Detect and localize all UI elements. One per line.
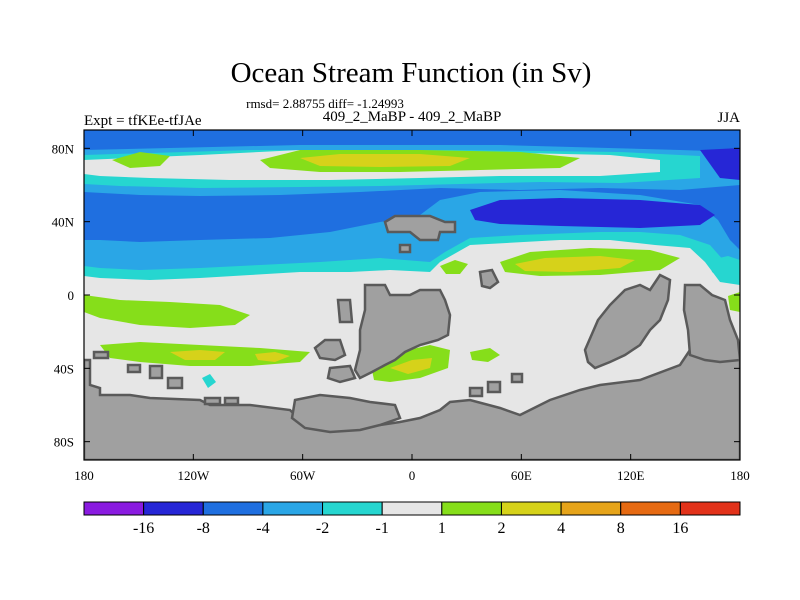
land-small-5	[148, 364, 164, 380]
contour-darkblue-east	[700, 148, 740, 180]
colorbar-swatch	[83, 501, 145, 516]
colorbar-swatch	[441, 501, 502, 516]
land-north-africa-ext	[313, 338, 347, 362]
colorbar-swatch	[500, 501, 562, 516]
land-small-island	[398, 243, 412, 254]
contour-green-small-1	[440, 260, 468, 274]
y-tick-label: 0	[68, 288, 75, 303]
season-label: JJA	[717, 110, 740, 126]
land-small-9	[468, 386, 484, 398]
colorbar: -16 -8 -4 -2 -1 1 2 4 8 16	[83, 501, 741, 537]
land-east-pacific	[682, 283, 740, 364]
contour-yellow-atlantic-south	[390, 358, 432, 374]
contour-cyan-equator-east	[710, 256, 740, 282]
colorbar-label: -16	[133, 520, 154, 537]
colorbar-swatch	[262, 501, 324, 516]
land-small-2	[336, 298, 354, 324]
colorbar-swatch	[322, 501, 383, 516]
colorbar-swatch	[560, 501, 622, 516]
colorbar-swatch	[381, 501, 443, 516]
land-small-4	[126, 363, 142, 374]
x-axis: 180 120W 60W 0 60E 120E 180	[74, 130, 750, 483]
colorbar-label: 16	[672, 520, 688, 537]
land-small-8	[223, 396, 240, 406]
colorbar-label: -4	[256, 520, 269, 537]
contour-green-indian-south	[470, 348, 500, 362]
colorbar-label: 1	[438, 520, 446, 537]
contour-darkblue-north	[470, 198, 715, 228]
x-tick-label: 120E	[617, 468, 645, 483]
x-tick-label: 120W	[177, 468, 210, 483]
y-tick-label: 80N	[52, 141, 75, 156]
land-south-america-west	[290, 393, 402, 434]
colorbar-swatch	[620, 501, 681, 516]
case-label: 409_2_MaBP - 409_2_MaBP	[323, 109, 502, 125]
y-axis: 80N 40N 0 40S 80S	[52, 141, 740, 450]
land-arabia	[478, 268, 500, 290]
x-tick-label: 180	[730, 468, 750, 483]
x-tick-label: 0	[409, 468, 416, 483]
arctic-yellow	[300, 154, 470, 167]
contour-green-south-west	[84, 295, 250, 328]
x-tick-label: 60W	[290, 468, 316, 483]
x-tick-label: 180	[74, 468, 94, 483]
contour-cyan-south-small	[202, 374, 216, 388]
colorbar-label: 8	[617, 520, 625, 537]
contour-yellow-south-mid	[170, 350, 225, 360]
land-small-6	[166, 376, 184, 390]
colorbar-label: 2	[497, 520, 505, 537]
land	[84, 214, 740, 460]
stats-label: rmsd= 2.88755 diff= -1.24993	[246, 96, 404, 111]
colorbar-label: 4	[557, 520, 565, 537]
land-small-10	[486, 380, 502, 394]
land-small-3	[92, 350, 110, 360]
land-antarctica	[84, 343, 740, 460]
colorbar-label: -1	[376, 520, 389, 537]
y-tick-label: 40N	[52, 215, 75, 230]
land-africa	[353, 283, 452, 380]
x-tick-label: 60E	[511, 468, 532, 483]
land-small-1	[326, 364, 357, 384]
colorbar-swatch	[679, 501, 741, 516]
colorbar-label: -2	[316, 520, 329, 537]
colorbar-swatch	[202, 501, 264, 516]
land-indo	[583, 273, 672, 370]
y-tick-label: 80S	[54, 435, 74, 450]
land-small-7	[203, 396, 222, 406]
contour-yellow-south-mid2	[255, 352, 290, 362]
y-tick-label: 40S	[54, 361, 74, 376]
land-europe	[383, 214, 457, 242]
arctic-green-west	[112, 152, 170, 168]
map-panel	[84, 130, 740, 460]
land-small-11	[510, 372, 524, 384]
contour-green-east-edge	[728, 292, 740, 312]
contour-yellow-equator-east	[515, 256, 635, 272]
chart-title: Ocean Stream Function (in Sv)	[231, 57, 592, 89]
colorbar-swatch	[143, 501, 204, 516]
expt-label: Expt = tfKEe-tfJAe	[84, 113, 202, 129]
colorbar-label: -8	[197, 520, 210, 537]
